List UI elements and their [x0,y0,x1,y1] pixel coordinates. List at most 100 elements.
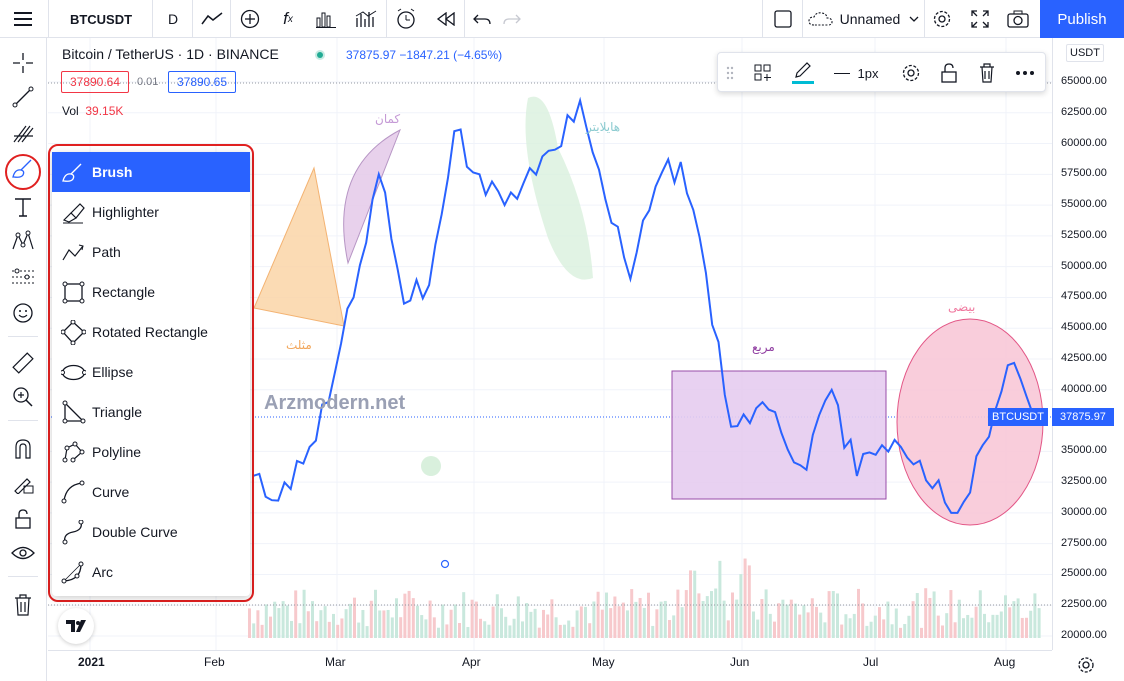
line-color-button[interactable] [786,53,820,93]
volume-bar [311,601,314,638]
volume-bar [722,600,726,638]
more-options-icon[interactable] [1008,53,1042,93]
drag-handle-icon[interactable] [722,53,738,93]
menu-item-path[interactable]: Path [52,232,250,272]
interval-button[interactable]: D [167,11,179,27]
volume-bar [899,627,902,638]
volume-bar [995,614,999,638]
price-tick: 52500.00 [1061,228,1107,241]
text-tool-icon[interactable] [8,192,38,222]
volume-bar [390,617,394,638]
compare-icon[interactable] [234,0,266,38]
double-curve-icon [60,519,86,545]
prediction-tools-icon[interactable] [8,262,38,292]
replay-chart-icon[interactable] [350,0,382,38]
highlighter-label: هایلایتر [586,120,621,134]
price-tick: 65000.00 [1061,75,1107,87]
volume-bar [542,609,545,638]
drawing-lock-icon[interactable] [932,53,966,93]
price-tick: 60000.00 [1061,136,1107,149]
trend-line-icon[interactable] [8,82,38,112]
volume-bar [764,589,768,638]
alert-icon[interactable] [390,0,422,38]
triangle-drawing [253,166,345,327]
fullscreen-icon[interactable] [964,0,996,38]
sell-price-button[interactable]: 37890.64 [61,71,129,93]
time-tick: Feb [204,655,225,669]
menu-item-double-curve[interactable]: Double Curve [52,512,250,552]
volume-bar [747,565,751,638]
volume-bar [848,618,852,638]
settings-gear-icon[interactable] [926,0,958,38]
lock-drawing-icon[interactable] [8,468,38,498]
axis-settings-gear-icon[interactable] [1076,655,1096,675]
time-tick: Mar [325,655,346,669]
cursor-marker [440,559,450,569]
menu-icon[interactable] [8,0,38,38]
currency-label[interactable]: USDT [1066,44,1104,62]
tradingview-logo[interactable] [58,608,94,644]
volume-bar [600,609,604,638]
volume-bar [714,588,718,638]
symbol-search-button[interactable]: BTCUSDT [69,11,133,27]
volume-bar [298,623,302,638]
undo-icon[interactable] [468,0,496,38]
lock-icon[interactable] [8,504,38,534]
triangle-icon [60,399,86,425]
line-width-button[interactable]: 1px [826,53,886,93]
redo-icon[interactable] [498,0,526,38]
volume-bar [348,603,352,638]
ruler-icon[interactable] [8,348,38,378]
fib-tools-icon[interactable] [8,118,38,148]
arc-drawing [343,128,401,265]
drawing-trash-icon[interactable] [970,53,1004,93]
menu-item-arc[interactable]: Arc [52,552,250,592]
menu-item-rotated-rectangle[interactable]: Rotated Rectangle [52,312,250,352]
template-icon[interactable] [746,53,780,93]
volume-bar [626,610,629,638]
menu-item-triangle[interactable]: Triangle [52,392,250,432]
volume-bar [353,597,356,638]
snapshot-camera-icon[interactable] [1002,0,1034,38]
menu-item-label: Path [92,244,121,260]
volume-bar [668,619,671,638]
layout-select-icon[interactable] [768,0,798,38]
menu-item-brush[interactable]: Brush [52,152,250,192]
templates-icon[interactable] [310,0,342,38]
publish-button[interactable]: Publish [1040,0,1124,38]
patterns-icon[interactable] [8,226,38,256]
chart-type-icon[interactable] [196,0,228,38]
menu-item-label: Triangle [92,404,143,420]
buy-price-button[interactable]: 37890.65 [168,71,236,93]
crosshair-icon[interactable] [8,48,38,78]
bar-replay-icon[interactable] [430,0,462,38]
magnet-icon[interactable] [8,434,38,464]
trash-icon[interactable] [8,590,38,620]
emoji-icon[interactable] [8,298,38,328]
price-chart[interactable] [48,38,1052,650]
time-axis[interactable]: 2021 Feb Mar Apr May Jun Jul Aug [48,650,1052,681]
volume-bar [264,604,268,638]
menu-item-ellipse[interactable]: Ellipse [52,352,250,392]
volume-bar [865,625,869,638]
volume-bar [642,607,646,638]
brush-tool-icon[interactable] [8,154,38,184]
volume-bar [554,617,558,638]
volume-bar [361,609,365,638]
symbol-title: Bitcoin / TetherUS · 1D · BINANCE [62,46,279,62]
volume-bar [256,610,260,638]
menu-item-rectangle[interactable]: Rectangle [52,272,250,312]
volume-bar [302,589,306,638]
menu-item-polyline[interactable]: Polyline [52,432,250,472]
menu-item-highlighter[interactable]: Highlighter [52,192,250,232]
eye-icon[interactable] [8,538,38,568]
zoom-in-icon[interactable] [8,382,38,412]
drawing-settings-gear-icon[interactable] [894,53,928,93]
last-price-change: 37875.97 −1847.21 (−4.65%) [346,48,502,62]
time-tick: Aug [994,655,1016,669]
volume-bar [861,603,865,638]
price-axis[interactable]: 65000.00 62500.00 60000.00 57500.00 55000.00… [1052,38,1124,650]
layout-name-button[interactable]: Unnamed [806,0,922,38]
menu-item-curve[interactable]: Curve [52,472,250,512]
